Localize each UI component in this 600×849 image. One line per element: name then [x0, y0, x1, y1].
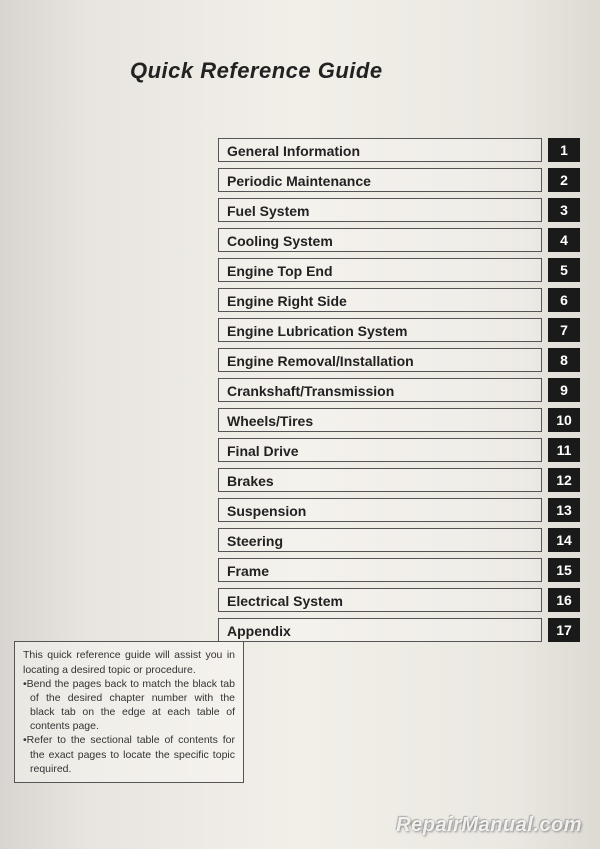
toc-label: Wheels/Tires — [218, 408, 542, 432]
toc-label: Periodic Maintenance — [218, 168, 542, 192]
toc-number: 16 — [548, 588, 580, 612]
toc-label: Steering — [218, 528, 542, 552]
toc-number: 15 — [548, 558, 580, 582]
note-intro: This quick reference guide will assist y… — [23, 648, 235, 676]
toc-label: Appendix — [218, 618, 542, 642]
toc-label: Brakes — [218, 468, 542, 492]
toc-label: Suspension — [218, 498, 542, 522]
toc-label: Cooling System — [218, 228, 542, 252]
toc-number: 9 — [548, 378, 580, 402]
toc-number: 13 — [548, 498, 580, 522]
toc-row: General Information1 — [218, 138, 580, 162]
toc-label: Frame — [218, 558, 542, 582]
toc-row: Engine Top End5 — [218, 258, 580, 282]
toc-number: 1 — [548, 138, 580, 162]
toc-row: Wheels/Tires10 — [218, 408, 580, 432]
watermark: RepairManual.com — [396, 814, 582, 837]
toc-row: Brakes12 — [218, 468, 580, 492]
toc-row: Suspension13 — [218, 498, 580, 522]
toc-label: Engine Top End — [218, 258, 542, 282]
toc-label: Engine Lubrication System — [218, 318, 542, 342]
toc-label: General Information — [218, 138, 542, 162]
toc-number: 3 — [548, 198, 580, 222]
table-of-contents: General Information1Periodic Maintenance… — [218, 138, 580, 648]
toc-row: Engine Removal/Installation8 — [218, 348, 580, 372]
page-title: Quick Reference Guide — [130, 58, 383, 84]
toc-row: Fuel System3 — [218, 198, 580, 222]
toc-label: Engine Removal/Installation — [218, 348, 542, 372]
toc-number: 2 — [548, 168, 580, 192]
toc-number: 5 — [548, 258, 580, 282]
toc-number: 11 — [548, 438, 580, 462]
note-bullet-2: •Refer to the sectional table of content… — [23, 733, 235, 776]
toc-label: Crankshaft/Transmission — [218, 378, 542, 402]
toc-number: 8 — [548, 348, 580, 372]
note-bullet-1: •Bend the pages back to match the black … — [23, 677, 235, 734]
toc-row: Crankshaft/Transmission9 — [218, 378, 580, 402]
toc-row: Electrical System16 — [218, 588, 580, 612]
toc-number: 4 — [548, 228, 580, 252]
toc-number: 12 — [548, 468, 580, 492]
toc-row: Appendix17 — [218, 618, 580, 642]
toc-row: Frame15 — [218, 558, 580, 582]
toc-number: 7 — [548, 318, 580, 342]
reference-note: This quick reference guide will assist y… — [14, 641, 244, 783]
toc-number: 10 — [548, 408, 580, 432]
toc-label: Final Drive — [218, 438, 542, 462]
toc-label: Electrical System — [218, 588, 542, 612]
toc-number: 6 — [548, 288, 580, 312]
toc-row: Cooling System4 — [218, 228, 580, 252]
toc-number: 14 — [548, 528, 580, 552]
toc-row: Engine Lubrication System7 — [218, 318, 580, 342]
toc-row: Steering14 — [218, 528, 580, 552]
toc-row: Engine Right Side6 — [218, 288, 580, 312]
toc-row: Final Drive11 — [218, 438, 580, 462]
toc-number: 17 — [548, 618, 580, 642]
toc-label: Fuel System — [218, 198, 542, 222]
toc-row: Periodic Maintenance2 — [218, 168, 580, 192]
toc-label: Engine Right Side — [218, 288, 542, 312]
